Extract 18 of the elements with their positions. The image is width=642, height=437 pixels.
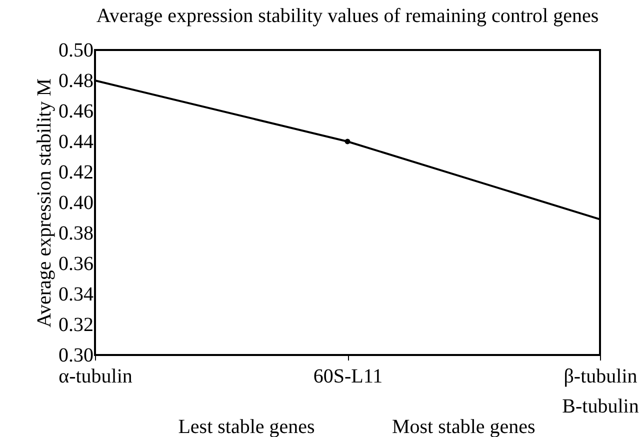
- y-tick-label: 0.42: [58, 162, 94, 184]
- y-tick-label: 0.50: [58, 40, 94, 62]
- chart-title: Average expression stability values of remaining control genes: [96, 5, 599, 27]
- y-tick-label: 0.30: [58, 344, 94, 366]
- y-tick-label: 0.38: [58, 222, 94, 244]
- y-tick-label: 0.32: [58, 314, 94, 336]
- y-axis-title: Average expression stability M: [34, 78, 56, 328]
- y-tick-label: 0.40: [58, 192, 94, 214]
- x-tick-label: α-tubulin: [58, 366, 132, 388]
- text: Most stable genes: [392, 416, 536, 437]
- y-tick-label: 0.44: [58, 131, 94, 153]
- x-tick-label: 60S-L11: [313, 366, 383, 388]
- y-tick-label: 0.36: [58, 253, 94, 275]
- y-tick-label: 0.48: [58, 70, 94, 92]
- x-tick-label: β-tubulin B-tubulin: [562, 366, 639, 418]
- y-tick-label: 0.34: [58, 284, 94, 306]
- text: Lest stable genes: [178, 416, 316, 437]
- y-tick-label: 0.46: [58, 100, 94, 122]
